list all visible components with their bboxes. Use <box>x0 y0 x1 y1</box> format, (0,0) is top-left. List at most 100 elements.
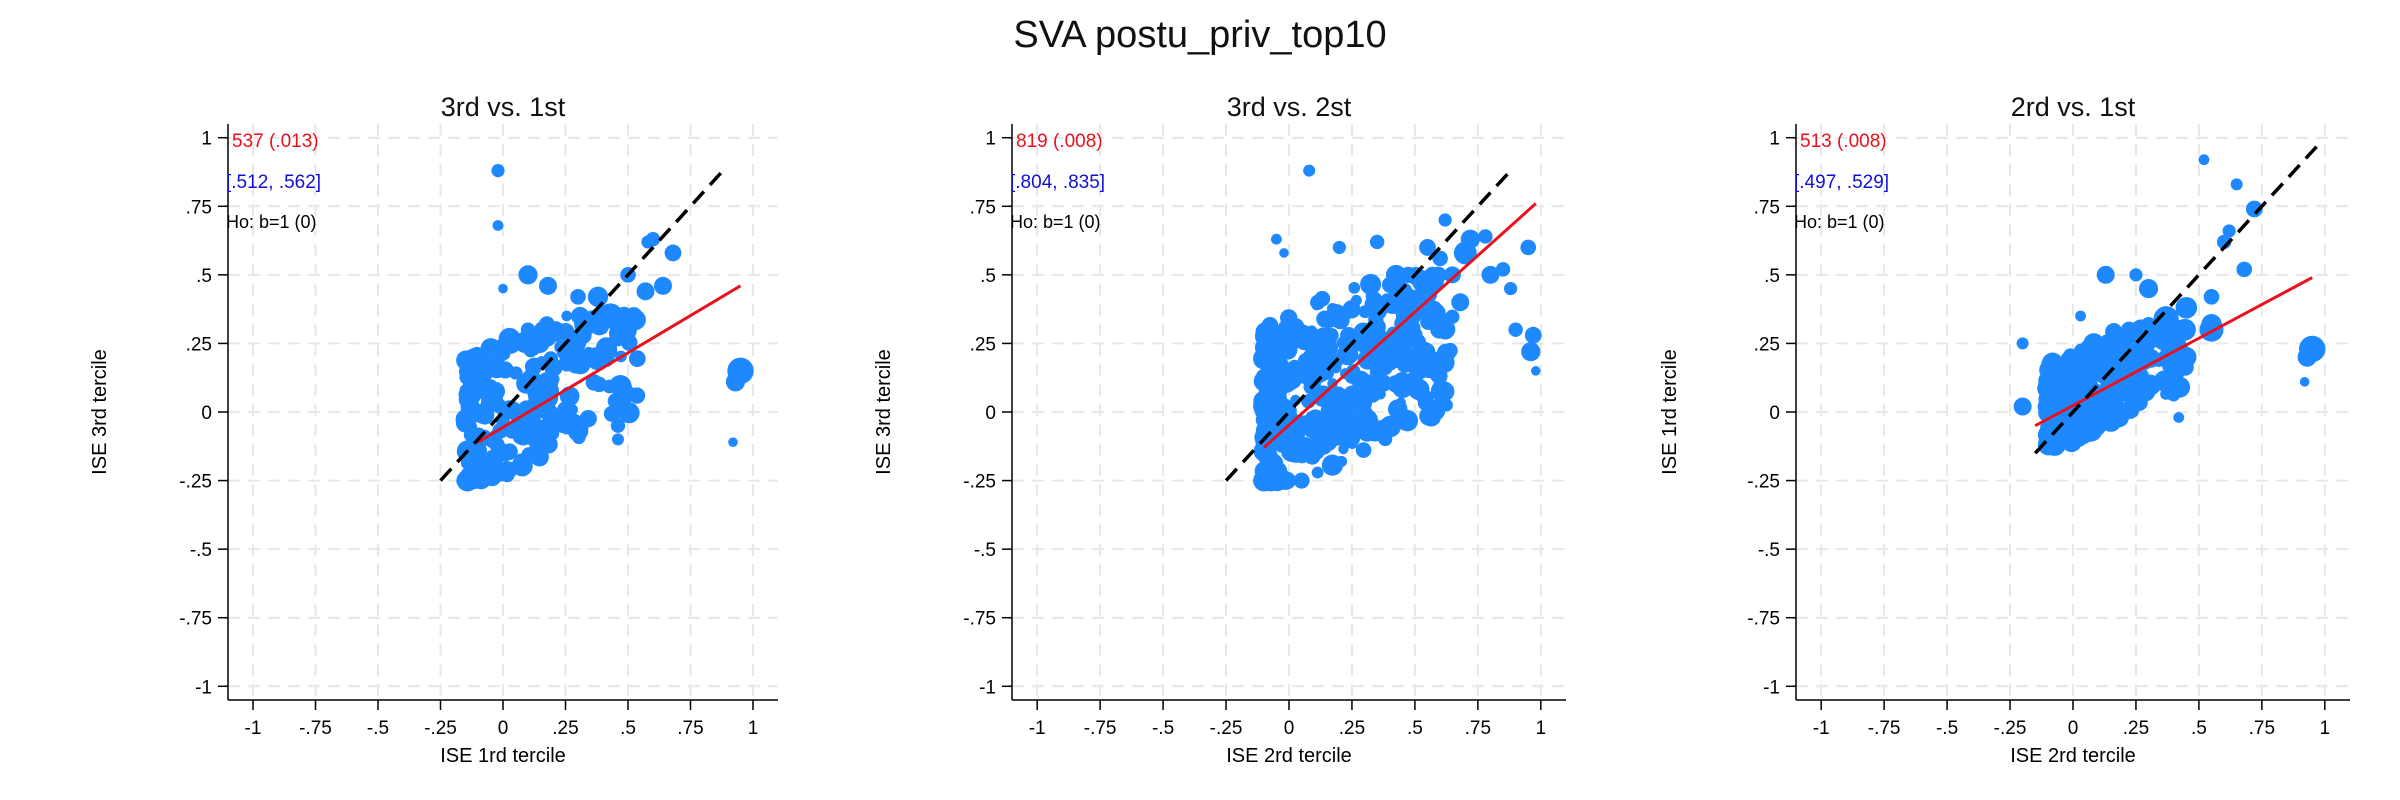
scatter-point <box>1273 397 1289 413</box>
scatter-point <box>1348 282 1361 294</box>
y-tick-label: .5 <box>196 266 212 287</box>
x-tick-label: -.75 <box>299 718 332 739</box>
scatter-point <box>1355 442 1372 458</box>
x-tick-label: 1 <box>2320 718 2331 739</box>
scatter-point <box>1314 436 1333 455</box>
scatter-point <box>1460 229 1480 249</box>
scatter-point <box>1318 327 1337 346</box>
scatter-point <box>587 351 607 371</box>
y-tick-label: -1 <box>1763 677 1780 698</box>
scatter-point <box>489 436 505 453</box>
scatter-point <box>1440 398 1453 412</box>
diagonal-reference-line <box>1224 169 1512 482</box>
scatter-point <box>1524 326 1542 344</box>
scatter-point <box>1279 475 1291 486</box>
scatter-point <box>2134 382 2148 396</box>
scatter-point <box>1364 296 1381 313</box>
scatter-point <box>2051 362 2069 380</box>
scatter-points <box>455 164 754 492</box>
scatter-point <box>2040 419 2063 441</box>
scatter-point <box>1430 268 1443 281</box>
x-tick-label: .25 <box>1339 718 1365 739</box>
confidence-interval-annotation: [.497, .529] <box>1794 172 1889 193</box>
x-tick-label: .75 <box>2249 718 2275 739</box>
scatter-point <box>1508 322 1523 337</box>
x-tick-label: -.75 <box>1868 718 1901 739</box>
scatter-point <box>1309 328 1323 342</box>
scatter-point <box>2041 395 2057 410</box>
scatter-point <box>610 418 626 433</box>
hypothesis-annotation: Ho: b=1 (0) <box>226 212 317 232</box>
scatter-points <box>1253 164 1542 492</box>
scatter-point <box>1521 342 1541 362</box>
y-tick-label: .75 <box>1754 197 1780 218</box>
confidence-interval-annotation: [.804, .835] <box>1010 172 1105 193</box>
scatter-point <box>2091 347 2113 368</box>
y-tick-label: 1 <box>201 129 212 150</box>
scatter-point <box>1377 348 1394 365</box>
scatter-point <box>1392 372 1412 391</box>
scatter-point <box>1419 239 1436 256</box>
scatter-point <box>1369 234 1385 250</box>
scatter-point <box>621 382 633 394</box>
scatter-point <box>636 282 655 301</box>
scatter-point <box>1422 398 1433 410</box>
y-axis-label: ISE 3rd tercile <box>873 349 895 475</box>
hypothesis-annotation: Ho: b=1 (0) <box>1010 212 1101 232</box>
scatter-point <box>1481 265 1500 284</box>
x-tick-label: .75 <box>1465 718 1491 739</box>
x-tick-label: .5 <box>620 718 636 739</box>
y-tick-label: .25 <box>970 334 996 355</box>
scatter-point <box>1338 443 1349 455</box>
scatter-point <box>498 283 508 294</box>
scatter-point <box>1327 378 1338 389</box>
scatter-point <box>2096 393 2118 414</box>
scatter-point <box>1410 289 1423 302</box>
scatter-point <box>539 276 557 295</box>
x-tick-label: -.5 <box>367 718 389 739</box>
scatter-point <box>1495 262 1511 277</box>
x-tick-label: 0 <box>1284 718 1295 739</box>
scatter-point <box>2070 347 2087 364</box>
scatter-point <box>1332 240 1346 255</box>
scatter-point <box>1434 381 1455 402</box>
y-tick-label: -.5 <box>974 540 996 561</box>
scatter-point <box>1279 248 1289 258</box>
scatter-point <box>1409 333 1426 351</box>
scatter-point <box>1391 357 1402 368</box>
scatter-point <box>1316 310 1334 328</box>
scatter-point <box>585 374 603 391</box>
diagonal-reference-line <box>439 169 725 482</box>
scatter-point <box>2199 317 2224 342</box>
scatter-point <box>587 286 609 307</box>
scatter-point <box>473 467 485 480</box>
scatter-point <box>1271 233 1282 245</box>
y-tick-label: .25 <box>1754 334 1780 355</box>
scatter-point <box>1520 239 1537 256</box>
hypothesis-annotation: Ho: b=1 (0) <box>1794 212 1885 232</box>
scatter-point <box>1261 473 1277 488</box>
scatter-point <box>1443 266 1461 284</box>
scatter-point <box>645 232 661 247</box>
scatter-point <box>2153 306 2179 332</box>
scatter-point <box>1429 361 1445 376</box>
scatter-point <box>512 429 528 445</box>
x-tick-label: -.5 <box>1152 718 1174 739</box>
diagonal-reference-line <box>2033 142 2322 455</box>
scatter-point <box>1438 213 1452 227</box>
scatter-point <box>654 276 672 295</box>
scatter-point <box>513 453 529 469</box>
scatter-point <box>2074 367 2089 381</box>
scatter-point <box>572 430 586 445</box>
scatter-point <box>2096 366 2112 382</box>
scatter-point <box>562 343 579 361</box>
scatter-point <box>1530 366 1541 376</box>
scatter-point <box>2138 278 2159 299</box>
scatter-point <box>1401 348 1419 366</box>
scatter-point <box>470 355 486 370</box>
scatter-point <box>2075 310 2086 322</box>
scatter-point <box>612 433 624 446</box>
y-tick-label: -.25 <box>1747 472 1780 493</box>
scatter-point <box>1350 329 1371 350</box>
